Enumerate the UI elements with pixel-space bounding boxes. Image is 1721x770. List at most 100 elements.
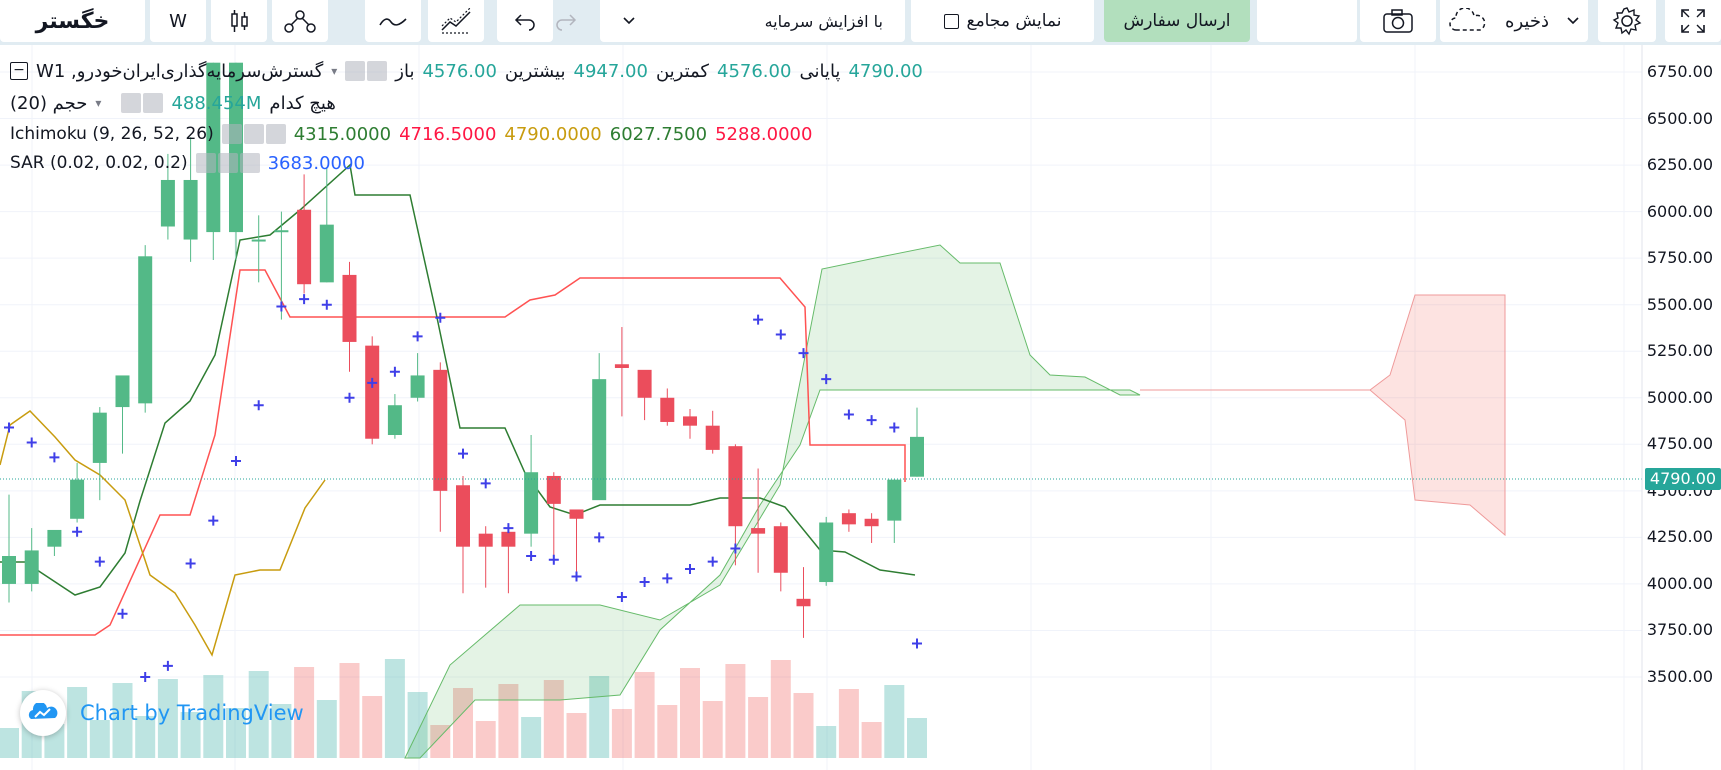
close-icon[interactable] xyxy=(239,153,260,173)
adjust-capital-dropdown[interactable]: با افزایش سرمایه xyxy=(600,0,905,42)
symbol-logo[interactable]: خگستر xyxy=(0,0,145,42)
volume-bar xyxy=(180,712,201,758)
candle-body xyxy=(206,62,221,233)
price-axis-tick: 3500.00 xyxy=(1646,667,1713,686)
candle-body xyxy=(70,479,85,519)
volume-bar xyxy=(634,672,655,758)
checkbox-box[interactable] xyxy=(943,13,959,29)
send-order-button[interactable]: ارسال سفارش xyxy=(1104,0,1250,42)
symbol-logo-text: خگستر xyxy=(35,8,110,34)
volume-none: هیچ کدام xyxy=(269,92,336,114)
cloud-red xyxy=(1140,294,1506,537)
top-toolbar: خگستر W xyxy=(0,0,1721,45)
undo-icon xyxy=(514,14,535,31)
price-axis-tick: 5000.00 xyxy=(1646,387,1713,407)
sar-point xyxy=(253,400,264,411)
interval-button[interactable]: W xyxy=(150,0,206,42)
candle-body xyxy=(274,230,289,233)
save-dropdown[interactable]: ذخیره xyxy=(1440,0,1588,42)
line-tool-button[interactable] xyxy=(365,0,421,42)
tenkan-line xyxy=(0,163,916,596)
volume-legend: حجم (20) ▾ 488.454M هیچ کدام xyxy=(10,91,344,115)
open-label: باز xyxy=(395,60,415,82)
high-value: 4947.00 xyxy=(573,60,648,82)
candle-body xyxy=(501,531,516,547)
sar-point xyxy=(435,312,446,323)
volume-bar xyxy=(294,667,315,758)
sar-points xyxy=(4,294,922,682)
sar-point xyxy=(843,409,854,420)
eye-icon[interactable] xyxy=(345,61,366,81)
sar-actions[interactable] xyxy=(195,153,260,173)
indicators-button[interactable] xyxy=(272,0,328,42)
volume-name: حجم (20) xyxy=(10,92,88,114)
candle-body xyxy=(683,416,697,426)
gear-icon[interactable] xyxy=(217,153,238,173)
candle-body xyxy=(660,397,675,422)
price-axis-tick: 3750.00 xyxy=(1646,620,1713,640)
chevron-down-icon[interactable]: ▾ xyxy=(95,96,102,110)
gear-icon[interactable] xyxy=(367,61,388,81)
compare-button[interactable] xyxy=(428,0,484,42)
sar-point xyxy=(480,478,491,489)
sar-point xyxy=(185,558,196,569)
candle-body xyxy=(887,479,902,521)
volume-bar xyxy=(861,722,882,758)
volume-actions[interactable] xyxy=(121,93,164,113)
tradingview-logo-icon xyxy=(20,690,66,736)
legend-actions[interactable] xyxy=(345,61,388,81)
volume-bar xyxy=(657,705,678,758)
candle-body xyxy=(2,556,16,584)
volume-bar xyxy=(0,728,19,758)
chart-pane[interactable]: 6750.00 6500.00 6250.00 6000.00 5750.00 5500.… xyxy=(0,45,1721,770)
eye-icon[interactable] xyxy=(195,153,216,173)
candle-body xyxy=(319,224,334,283)
candle-body xyxy=(365,345,380,439)
price-axis-tick: 4250.00 xyxy=(1646,527,1713,547)
volume-bar xyxy=(339,663,360,758)
candle-body xyxy=(251,239,266,242)
ichimoku-lines xyxy=(0,163,916,657)
close-icon[interactable] xyxy=(265,124,286,144)
sar-point xyxy=(753,314,764,325)
volume-bar xyxy=(566,713,587,758)
sar-point xyxy=(389,366,400,377)
redo-icon xyxy=(556,14,577,31)
chevron-down-icon xyxy=(623,17,635,25)
chevron-down-icon[interactable]: ▾ xyxy=(331,64,338,78)
gear-icon[interactable] xyxy=(143,93,164,113)
candle-body xyxy=(138,256,153,404)
eye-icon[interactable] xyxy=(121,93,142,113)
candles xyxy=(2,62,924,638)
sar-point xyxy=(548,554,559,565)
collapse-legend-icon[interactable]: − xyxy=(10,62,28,80)
symbol-title: Wگسترش‌سرمایه‌گذاری‌ایران‌خودرو, 1 xyxy=(36,60,324,82)
eye-icon[interactable] xyxy=(221,124,242,144)
volume-bar xyxy=(884,685,905,758)
settings-button[interactable] xyxy=(1598,0,1656,42)
volume-bar xyxy=(157,679,178,758)
sar-point xyxy=(639,577,650,588)
gear-icon[interactable] xyxy=(243,124,264,144)
chart-type-button[interactable] xyxy=(211,0,267,42)
ichimoku-actions[interactable] xyxy=(221,124,286,144)
volume-bar xyxy=(838,689,859,758)
show-meetings-checkbox[interactable]: نمایش مجامع xyxy=(911,0,1094,42)
ichimoku-span-a-value: 6027.7500 xyxy=(609,123,708,145)
undo-button[interactable] xyxy=(497,0,553,42)
candle-body xyxy=(796,598,811,607)
candle-body xyxy=(910,436,924,477)
tradingview-watermark[interactable]: Chart by TradingView xyxy=(20,690,304,736)
candle-body xyxy=(546,475,561,504)
kijun-line xyxy=(0,269,906,636)
volume-bar xyxy=(453,688,473,758)
candles-icon xyxy=(231,10,248,32)
sar-point xyxy=(321,299,332,310)
screenshot-button[interactable] xyxy=(1360,0,1436,42)
price-axis-tick: 5250.00 xyxy=(1646,341,1713,361)
compare-icon xyxy=(441,8,471,34)
volume-bar xyxy=(67,687,88,758)
redo-button[interactable] xyxy=(542,0,590,42)
line-chart-icon xyxy=(379,18,407,26)
fullscreen-button[interactable] xyxy=(1665,0,1721,42)
